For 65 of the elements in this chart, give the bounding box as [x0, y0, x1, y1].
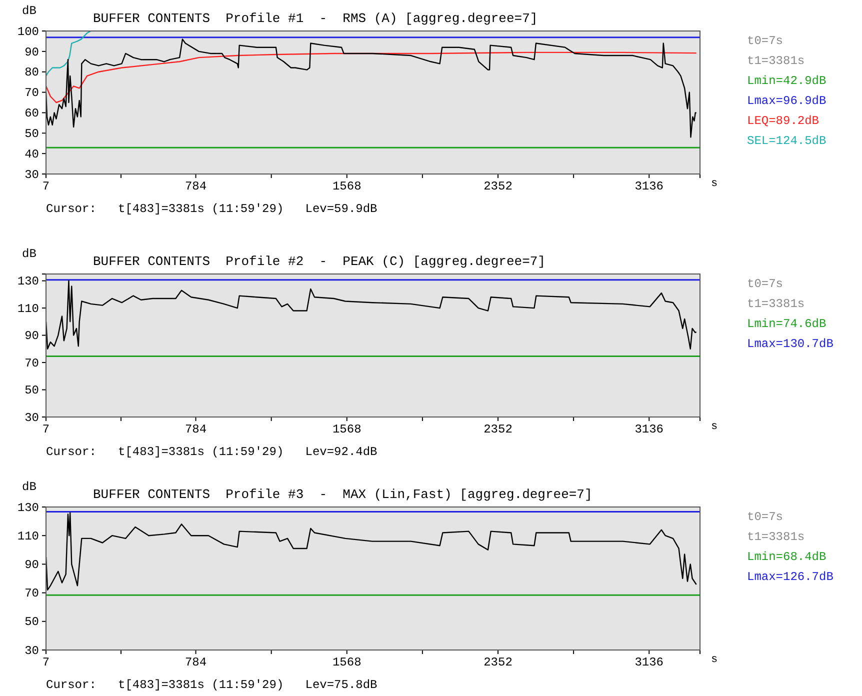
- x-tick-label: 1568: [332, 656, 362, 670]
- y-tick-label: 90: [24, 45, 39, 60]
- x-axis-title: s: [711, 421, 718, 433]
- x-tick-label: 2352: [484, 180, 512, 194]
- ref-line-label: Lmin=68.4dB: [747, 550, 826, 564]
- chart-title: BUFFER CONTENTS Profile #1 - RMS (A) [aggreg.degree=7]: [93, 11, 538, 26]
- y-tick-label: 60: [24, 106, 39, 121]
- y-tick-label: 70: [24, 86, 39, 100]
- ref-line-label: Lmax=96.9dB: [747, 94, 826, 108]
- x-tick-label: 7: [42, 422, 50, 437]
- y-axis-title: dB: [22, 4, 36, 18]
- text: t1=3381s: [747, 297, 805, 311]
- y-axis-title: dB: [22, 247, 36, 261]
- y-tick-label: 100: [17, 24, 39, 39]
- y-tick-label: 70: [24, 586, 39, 601]
- line-series: [46, 512, 697, 591]
- y-tick-label: 50: [24, 126, 39, 141]
- line-series: [46, 52, 697, 104]
- y-tick-label: 40: [24, 147, 39, 162]
- y-tick-label: 110: [17, 302, 39, 316]
- y-tick-label: 50: [24, 384, 39, 398]
- x-axis-title: s: [711, 178, 718, 190]
- y-tick-label: 90: [24, 329, 39, 344]
- ref-line-label: Lmin=42.9dB: [747, 74, 826, 88]
- text: t0=7s: [747, 510, 784, 524]
- ref-line-label: Lmax=126.7dB: [747, 570, 834, 584]
- text: LEQ=89.2dB: [747, 114, 820, 128]
- chart-title: BUFFER CONTENTS Profile #2 - PEAK (C) [aggreg.degree=7]: [93, 254, 546, 269]
- y-tick-label: 80: [24, 66, 39, 80]
- x-tick-label: 7: [42, 180, 50, 194]
- x-tick-label: 3136: [634, 422, 664, 437]
- text: t1=3381s: [747, 54, 805, 68]
- ref-line-label: Lmin=74.6dB: [747, 317, 826, 331]
- y-tick-label: 30: [24, 168, 39, 182]
- ref-line-label: Lmax=130.7dB: [747, 337, 834, 351]
- text: SEL=124.5dB: [747, 134, 826, 148]
- y-tick-label: 130: [17, 274, 39, 289]
- line-series: [46, 280, 697, 350]
- x-tick-label: 1568: [332, 180, 362, 194]
- y-tick-label: 30: [24, 644, 39, 658]
- y-tick-label: 90: [24, 558, 39, 572]
- text: Cursor: t[483]=3381s (11:59'29) Lev=75.8dB: [46, 678, 378, 692]
- text: Cursor: t[483]=3381s (11:59'29) Lev=92.4dB: [46, 445, 378, 459]
- x-tick-label: 7: [42, 656, 50, 670]
- text: t0=7s: [747, 34, 784, 48]
- x-axis-title: s: [711, 654, 718, 666]
- x-tick-label: 784: [184, 422, 207, 437]
- text: t0=7s: [747, 277, 784, 291]
- y-tick-label: 50: [24, 615, 39, 630]
- y-tick-label: 70: [24, 356, 39, 370]
- x-tick-label: 1568: [332, 422, 362, 437]
- y-tick-label: 110: [17, 529, 39, 544]
- chart-title: BUFFER CONTENTS Profile #3 - MAX (Lin,Fast) [aggreg.degree=7]: [93, 487, 592, 502]
- text: t1=3381s: [747, 530, 805, 544]
- x-tick-label: 784: [184, 656, 207, 670]
- text: Cursor: t[483]=3381s (11:59'29) Lev=59.9dB: [46, 202, 378, 216]
- x-tick-label: 784: [184, 180, 207, 194]
- x-tick-label: 3136: [634, 180, 664, 194]
- line-series: [46, 31, 92, 77]
- y-tick-label: 130: [17, 500, 39, 515]
- x-tick-label: 3136: [634, 656, 664, 670]
- y-tick-label: 30: [24, 410, 39, 425]
- x-tick-label: 2352: [484, 656, 512, 670]
- x-tick-label: 2352: [484, 422, 512, 437]
- y-axis-title: dB: [22, 480, 36, 494]
